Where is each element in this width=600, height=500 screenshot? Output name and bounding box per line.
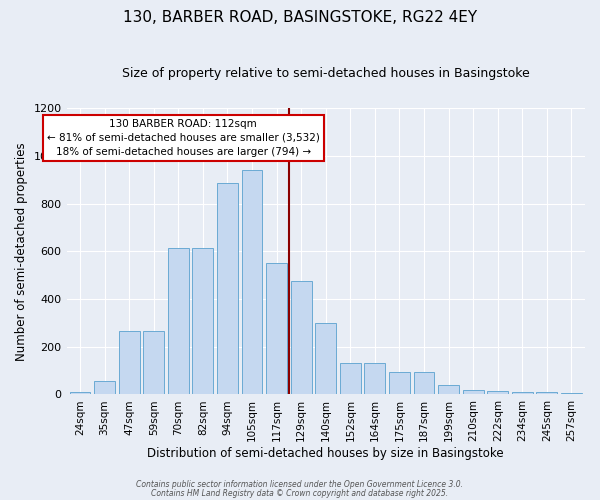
Bar	[364, 364, 385, 394]
Text: Contains HM Land Registry data © Crown copyright and database right 2025.: Contains HM Land Registry data © Crown c…	[151, 488, 449, 498]
Bar	[316, 323, 336, 394]
Bar	[266, 263, 287, 394]
Bar	[242, 170, 262, 394]
Bar	[168, 248, 189, 394]
Bar	[70, 392, 91, 394]
Bar	[463, 390, 484, 394]
Bar	[389, 372, 410, 394]
Bar	[94, 382, 115, 394]
Bar	[143, 331, 164, 394]
Text: 130, BARBER ROAD, BASINGSTOKE, RG22 4EY: 130, BARBER ROAD, BASINGSTOKE, RG22 4EY	[123, 10, 477, 25]
Title: Size of property relative to semi-detached houses in Basingstoke: Size of property relative to semi-detach…	[122, 68, 530, 80]
Bar	[438, 385, 459, 394]
Text: 130 BARBER ROAD: 112sqm
← 81% of semi-detached houses are smaller (3,532)
18% of: 130 BARBER ROAD: 112sqm ← 81% of semi-de…	[47, 119, 320, 157]
Bar	[119, 331, 140, 394]
Bar	[291, 281, 311, 394]
Bar	[561, 392, 582, 394]
Bar	[536, 392, 557, 394]
Bar	[217, 183, 238, 394]
Bar	[340, 364, 361, 394]
X-axis label: Distribution of semi-detached houses by size in Basingstoke: Distribution of semi-detached houses by …	[148, 447, 504, 460]
Text: Contains public sector information licensed under the Open Government Licence 3.: Contains public sector information licen…	[137, 480, 464, 489]
Y-axis label: Number of semi-detached properties: Number of semi-detached properties	[15, 142, 28, 360]
Bar	[512, 392, 533, 394]
Bar	[193, 248, 214, 394]
Bar	[487, 391, 508, 394]
Bar	[413, 372, 434, 394]
